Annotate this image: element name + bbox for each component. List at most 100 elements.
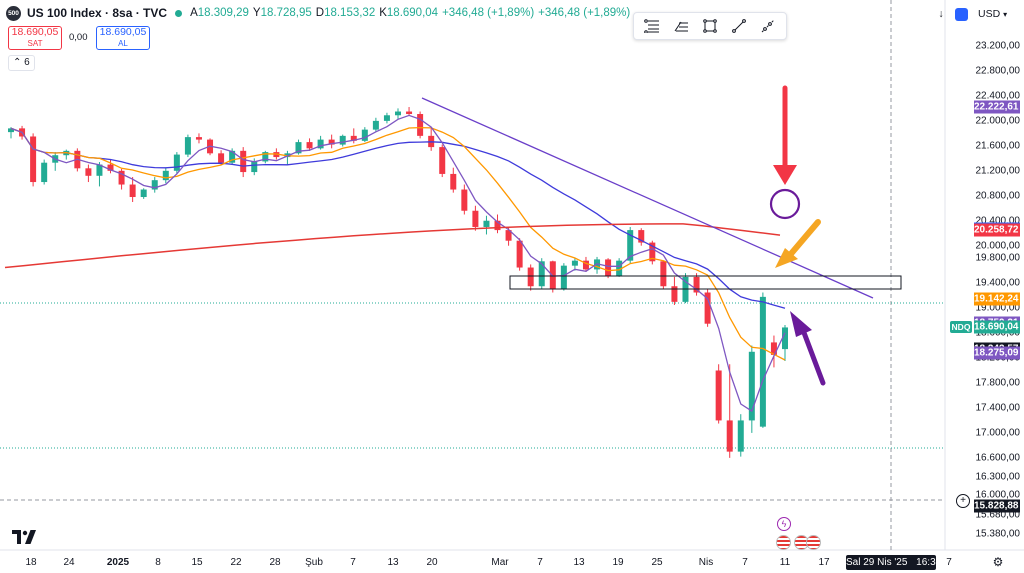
price-tick-label: 21.600,00 — [975, 140, 1021, 152]
time-tick-label: 8 — [155, 557, 161, 568]
price-tick-label: 21.200,00 — [975, 165, 1021, 177]
symbol-logo[interactable]: 500 — [6, 5, 21, 21]
purple-arrow-head — [790, 311, 812, 337]
candle — [417, 111, 424, 139]
ohlc-label: A — [190, 7, 198, 19]
rectangle-icon[interactable] — [700, 16, 720, 36]
candle — [129, 177, 136, 203]
price-tick-label: 15.680,00 — [975, 509, 1021, 521]
price-tick-label: 16.600,00 — [975, 452, 1021, 464]
ray-icon[interactable] — [758, 16, 778, 36]
candle — [450, 167, 457, 193]
price-tick-label: 19.000,00 — [975, 302, 1021, 314]
event-icon-flash[interactable]: ϟ — [777, 517, 791, 531]
indicators-count: 6 — [24, 57, 30, 68]
drawing-toolbar — [633, 12, 787, 40]
price-tick-label: 23.200,00 — [975, 40, 1021, 52]
candle — [737, 414, 744, 457]
ma-fast-line — [10, 114, 786, 413]
crosshair-date-label: Sal 29 Nis '25 16:30 — [846, 555, 941, 570]
time-tick-label: Nis — [698, 557, 714, 568]
price-tag: 22.222,61 — [974, 100, 1020, 114]
price-tag: 19.142,24 — [974, 292, 1020, 306]
price-tick-label: 16.300,00 — [975, 471, 1021, 483]
ohlc-item: A18.309,29 — [190, 7, 249, 19]
ma-slow-line — [10, 127, 786, 309]
event-icon-us-flag[interactable] — [776, 535, 791, 550]
candle — [759, 292, 766, 428]
candle — [671, 276, 678, 305]
candle — [262, 150, 269, 164]
candle — [715, 364, 722, 424]
candle — [317, 135, 324, 150]
candle — [118, 168, 125, 190]
time-tick-label: 13 — [573, 557, 585, 568]
candle — [383, 112, 390, 124]
candle — [605, 258, 612, 279]
price-tick-label: 22.000,00 — [975, 115, 1021, 127]
time-tick-label: 25 — [651, 557, 663, 568]
indicators-toggle[interactable]: ⌃ 6 — [8, 55, 35, 71]
time-tick-label: 7 — [537, 557, 543, 568]
candle — [638, 228, 645, 246]
price-tick-label: 19.400,00 — [975, 277, 1021, 289]
purple-arrow-shaft — [800, 327, 826, 386]
candle — [649, 240, 656, 265]
candle — [140, 188, 147, 199]
time-tick-label: 7 — [742, 557, 748, 568]
candle — [328, 134, 335, 149]
arrow-down-icon[interactable]: ↓ — [938, 8, 944, 20]
time-tick-label: 24 — [63, 557, 75, 568]
ohlc-label: D — [315, 7, 325, 19]
currency-selector[interactable]: USD ▾ — [978, 5, 1018, 23]
event-icon-us-flag-3[interactable] — [806, 535, 821, 550]
candle — [195, 133, 202, 144]
candle — [726, 364, 733, 458]
currency-label: USD — [978, 8, 1001, 20]
orange-arrow-head — [775, 248, 798, 268]
fib-retracement-icon[interactable] — [642, 16, 662, 36]
price-tick-label: 20.400,00 — [975, 215, 1021, 227]
time-tick-label: 18 — [25, 557, 37, 568]
ohlc-value: +346,48 (+1,89%) — [442, 7, 535, 19]
cursor-time: 16:30 — [916, 557, 942, 568]
trend-line-icon[interactable] — [729, 16, 749, 36]
candle — [162, 167, 169, 184]
save-layout-button[interactable] — [953, 5, 969, 23]
tradingview-logo[interactable] — [12, 530, 36, 544]
market-open-indicator — [175, 9, 183, 17]
candle — [361, 127, 368, 143]
symbol-title[interactable]: US 100 Index · 8sa · TVC — [27, 6, 168, 20]
price-tick-label: 17.000,00 — [975, 427, 1021, 439]
ma-long-line — [4, 223, 781, 269]
price-tick-label: 19.800,00 — [975, 252, 1021, 264]
time-tick-label: 15 — [191, 557, 203, 568]
fib-extension-icon[interactable] — [671, 16, 691, 36]
settings-icon[interactable]: ⚙ — [992, 555, 1004, 569]
time-tick-label: 20 — [426, 557, 438, 568]
price-tick-label: 16.000,00 — [975, 489, 1021, 501]
candle — [782, 325, 788, 361]
orange-arrow-shaft — [787, 219, 821, 258]
candle — [284, 150, 291, 165]
add-alert-button[interactable]: + — [956, 494, 970, 508]
red-arrow-head — [773, 165, 797, 185]
price-tag: 20.258,72 — [974, 223, 1020, 237]
time-tick-label: 17 — [818, 557, 830, 568]
ohlc-value: 18.690,04 — [386, 7, 439, 19]
price-tick-label: 20.000,00 — [975, 240, 1021, 252]
ma-mid-line — [10, 126, 786, 361]
candle — [616, 258, 623, 277]
buy-button[interactable]: 18.690,05 AL — [96, 26, 150, 50]
candle — [428, 128, 435, 151]
sell-button[interactable]: 18.690,05 SAT — [8, 26, 62, 50]
candle — [461, 184, 468, 215]
cursor-date: Sal 29 Nis '25 — [846, 557, 908, 568]
candle — [571, 258, 578, 271]
ndq-label: NDQ — [950, 321, 972, 334]
candle — [52, 152, 59, 171]
price-tag: 18.275,09 — [974, 346, 1020, 360]
buy-price: 18.690,05 — [99, 26, 147, 38]
candle — [306, 138, 313, 151]
